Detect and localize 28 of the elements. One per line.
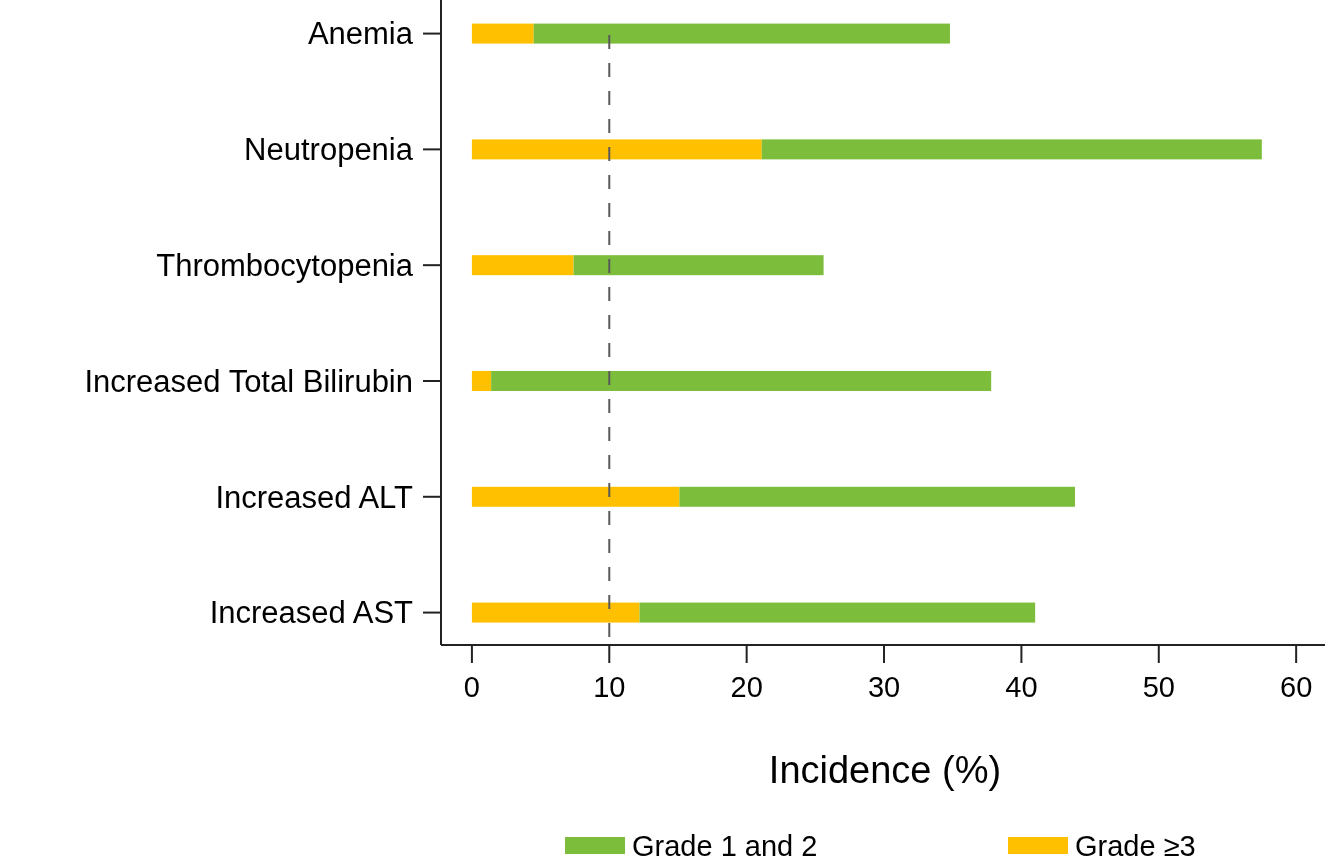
y-tick-label: Neutropenia (244, 132, 414, 168)
x-tick-label: 50 (1142, 671, 1175, 703)
bar (471, 139, 762, 160)
bar (639, 602, 1036, 623)
y-tick-label: Increased ALT (215, 479, 414, 515)
y-tick-label: Thrombocytopenia (156, 248, 414, 284)
x-tick-label: 20 (730, 671, 763, 703)
bar (573, 255, 824, 276)
x-tick-label: 40 (1005, 671, 1038, 703)
x-tick-label: 60 (1280, 671, 1313, 703)
x-tick-label: 30 (867, 671, 901, 703)
x-axis-title: Incidence (%) (768, 749, 1002, 791)
x-tick-label: 10 (593, 671, 626, 703)
bar (471, 486, 680, 507)
bar (471, 370, 492, 391)
bar (471, 255, 574, 276)
y-tick-label: Increased Total Bilirubin (84, 363, 413, 399)
legend-label: Grade ≥3 (1075, 829, 1196, 862)
bar (533, 23, 950, 44)
bar (471, 602, 640, 623)
y-tick-label: Increased AST (209, 595, 414, 631)
bar (679, 486, 1075, 507)
legend-label: Grade 1 and 2 (632, 829, 818, 862)
bar (491, 370, 992, 391)
bar (761, 139, 1262, 160)
x-tick-label: 0 (463, 671, 480, 703)
y-tick-label: Anemia (307, 16, 414, 52)
bar (471, 23, 534, 44)
